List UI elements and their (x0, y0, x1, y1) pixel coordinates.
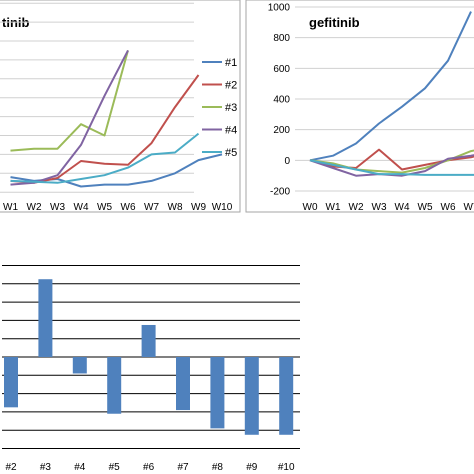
chart-gefitinib: gefitinib 1000 800 600 400 200 0 -200 W0 W1 W2 W3… (245, 0, 474, 213)
chart-bar: #2 #3 #4 #5 #6 #7 #8 #9 #10 (2, 265, 300, 473)
x-tick-label: W5 (97, 202, 112, 213)
x-tick-label: W3 (372, 202, 387, 213)
x-tick-label: #4 (74, 462, 86, 473)
legend-label: #2 (225, 80, 237, 92)
bar (72, 357, 87, 374)
y-tick-label: 0 (284, 156, 290, 167)
x-tick-label: W2 (27, 202, 42, 213)
x-tick-label: #8 (212, 462, 224, 473)
x-tick-label: #9 (246, 462, 258, 473)
x-tick-label: W1 (3, 202, 18, 213)
x-tick-label: W4 (395, 202, 410, 213)
chart-bar-bars (4, 279, 294, 435)
y-tick-label: 600 (273, 64, 290, 75)
bar (141, 324, 156, 357)
chart-gefitinib-frame (245, 0, 474, 213)
series-line (309, 154, 474, 177)
legend-label: #5 (225, 147, 237, 159)
bar (176, 357, 190, 411)
x-tick-label: W7 (144, 202, 159, 213)
y-tick-label: 400 (273, 95, 290, 106)
chart-tinib-series-lines (10, 49, 223, 188)
x-tick-label: #7 (177, 462, 189, 473)
legend-label: #3 (225, 102, 237, 114)
x-tick-label: W4 (74, 202, 89, 213)
series-line (10, 49, 129, 186)
chart-bar-x-tick-labels: #2 #3 #4 #5 #6 #7 #8 #9 #10 (5, 462, 295, 473)
y-tick-label: 1000 (268, 3, 291, 14)
x-tick-label: #5 (109, 462, 121, 473)
y-tick-label: 200 (273, 125, 290, 136)
chart-tinib-frame (0, 0, 241, 213)
series-line (10, 50, 129, 152)
chart-gefitinib-y-tick-labels: 1000 800 600 400 200 0 -200 (268, 3, 291, 198)
bar (279, 357, 294, 435)
x-tick-label: W5 (418, 202, 433, 213)
chart-tinib-x-tick-labels: W1 W2 W3 W4 W5 W6 W7 W8 W9 W10 (3, 202, 233, 213)
y-tick-label: 800 (273, 33, 290, 44)
x-tick-label: W6 (441, 202, 456, 213)
chart-tinib-gridlines (0, 2, 194, 193)
x-tick-label: W2 (349, 202, 364, 213)
chart-tinib: tinib W1 W2 W3 W4 W5 W6 W7 W8 W9 W10 #1#2#3#4#5 (0, 0, 241, 213)
bar (107, 357, 122, 414)
chart-gefitinib-series-lines (309, 11, 474, 177)
bar (38, 279, 53, 357)
legend-label: #1 (225, 57, 237, 69)
series-line (309, 11, 472, 162)
bar (4, 357, 18, 408)
series-line (10, 132, 200, 184)
x-tick-label: #2 (5, 462, 17, 473)
x-tick-label: W0 (303, 202, 318, 213)
bar (210, 357, 225, 429)
x-tick-label: W10 (212, 202, 233, 213)
y-tick-label: -200 (270, 187, 290, 198)
legend-label: #4 (225, 125, 237, 137)
chart-gefitinib-gridlines (295, 6, 474, 192)
x-tick-label: W1 (326, 202, 341, 213)
chart-gefitinib-title: gefitinib (309, 15, 360, 30)
x-tick-label: W7 (464, 202, 474, 213)
bar (244, 357, 259, 435)
x-tick-label: W9 (191, 202, 206, 213)
x-tick-label: #6 (143, 462, 155, 473)
chart-tinib-legend: #1 #2 #3 #4 #5 (202, 57, 237, 159)
x-tick-label: #3 (40, 462, 52, 473)
chart-gefitinib-x-tick-labels: W0W1W2W3W4W5W6W7W8 (303, 202, 474, 213)
series-line (309, 159, 474, 176)
x-tick-label: W8 (168, 202, 183, 213)
x-tick-label: #10 (278, 462, 295, 473)
x-tick-label: W3 (50, 202, 65, 213)
x-tick-label: W6 (121, 202, 136, 213)
